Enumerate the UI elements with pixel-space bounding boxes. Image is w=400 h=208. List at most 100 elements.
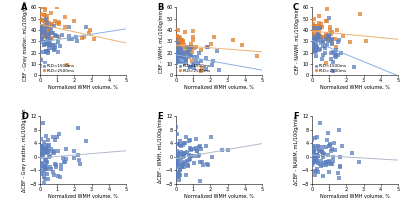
Point (309, 149, 316, 152)
Point (323, 20, 329, 23)
Point (184, 150, 190, 154)
Point (176, 54, 182, 58)
Point (43, 161, 50, 164)
Point (40, 154, 46, 157)
Point (180, 59, 186, 62)
Point (40, 146, 46, 149)
Point (178, 42, 184, 46)
Point (43, 35, 49, 38)
X-axis label: Normalized WMH volume, %: Normalized WMH volume, % (320, 85, 390, 90)
Point (40, 35, 46, 38)
Point (309, 139, 316, 142)
Point (334, 29, 340, 32)
Point (40, 18, 46, 22)
Point (174, 50, 180, 53)
Legend: PLD<1500ms, PLD>2500ms: PLD<1500ms, PLD>2500ms (42, 64, 75, 73)
Point (178, 144, 184, 148)
Point (40, 25, 46, 28)
Point (316, 146, 322, 149)
Point (180, 143, 186, 146)
Point (198, 60, 204, 63)
X-axis label: Normalized WMH volume, %: Normalized WMH volume, % (320, 194, 390, 199)
Point (315, 30, 322, 33)
Point (59, 34, 65, 37)
Point (42, 144, 49, 147)
Point (177, 49, 183, 53)
Point (178, 48, 184, 51)
Point (39, 121, 46, 125)
Point (320, 152, 327, 156)
Point (311, 34, 318, 37)
Point (190, 29, 196, 32)
Point (42, 168, 48, 171)
Point (47, 24, 54, 27)
Point (316, 27, 323, 30)
Point (313, 38, 320, 41)
Point (46, 27, 52, 31)
X-axis label: Normalized WMH volume, %: Normalized WMH volume, % (184, 194, 254, 199)
Point (315, 35, 322, 38)
Point (180, 41, 186, 44)
Point (186, 65, 193, 68)
Point (335, 41, 341, 44)
Point (313, 28, 320, 31)
Point (56, 22, 62, 25)
Point (44, 145, 51, 148)
Point (38, 25, 44, 28)
Point (44, 150, 50, 154)
Point (43, 148, 49, 151)
Point (48, 43, 54, 47)
Point (49, 31, 56, 34)
Point (41, 44, 47, 47)
Point (48, 11, 54, 15)
Point (178, 56, 185, 59)
Point (39, 161, 46, 165)
Point (174, 59, 180, 63)
Point (325, 131, 332, 135)
Point (315, 155, 322, 158)
Point (181, 56, 187, 59)
Point (188, 46, 194, 49)
Point (40, 41, 46, 44)
Point (44, 172, 50, 176)
Point (38, 137, 44, 141)
Point (178, 52, 184, 55)
Point (203, 56, 209, 59)
Point (195, 62, 201, 65)
Point (173, 59, 180, 62)
Point (50, 44, 56, 47)
Point (312, 170, 318, 173)
Point (329, 37, 335, 40)
Point (44, 28, 50, 32)
Point (174, 52, 181, 56)
Point (180, 152, 186, 156)
Point (50, 31, 56, 34)
Point (38, 164, 45, 167)
Point (311, 29, 318, 32)
Point (45, 177, 51, 181)
Point (175, 50, 181, 53)
Point (312, 49, 319, 53)
Point (194, 56, 200, 59)
Point (310, 22, 316, 25)
Text: D: D (21, 112, 28, 121)
Point (46, 44, 52, 47)
Point (326, 36, 332, 39)
Point (174, 149, 180, 153)
Point (91, 37, 97, 41)
Point (309, 160, 316, 163)
Point (219, 149, 226, 152)
Point (52, 138, 58, 141)
Point (328, 38, 334, 42)
Point (191, 63, 197, 66)
Point (314, 170, 321, 173)
Point (182, 151, 188, 154)
Point (38, 147, 45, 150)
Point (42, 49, 49, 52)
Point (310, 145, 316, 148)
Point (324, 40, 331, 43)
Point (197, 179, 203, 183)
Point (318, 160, 324, 163)
Y-axis label: CBF - WMH, mL/100g/min: CBF - WMH, mL/100g/min (160, 10, 164, 73)
Point (330, 155, 336, 158)
